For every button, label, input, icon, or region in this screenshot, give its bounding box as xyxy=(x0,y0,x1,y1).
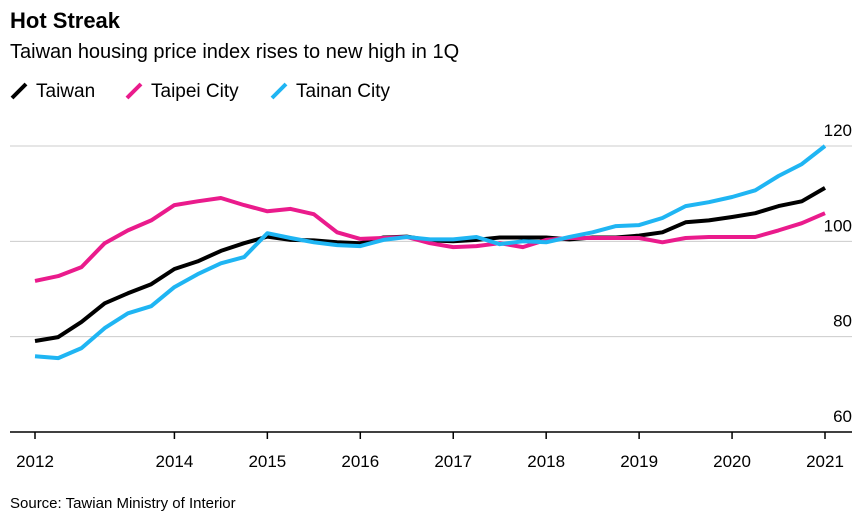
x-tick-label: 2012 xyxy=(16,452,54,471)
legend-swatch xyxy=(270,82,288,100)
x-tick-label: 2014 xyxy=(155,452,193,471)
legend-label: Tainan City xyxy=(296,81,390,102)
y-tick-label: 80 xyxy=(833,312,852,331)
y-tick-label: 60 xyxy=(833,407,852,426)
x-tick-label: 2019 xyxy=(620,452,658,471)
legend-label: Taiwan xyxy=(36,81,95,102)
y-tick-label: 100 xyxy=(824,216,852,235)
x-tick-label: 2016 xyxy=(341,452,379,471)
series-line xyxy=(34,144,827,361)
source: Source: Tawian Ministry of Interior xyxy=(10,495,236,512)
legend-label: Taipei City xyxy=(151,81,239,102)
series-line xyxy=(34,186,827,343)
x-tick-label: 2018 xyxy=(527,452,565,471)
x-tick-label: 2017 xyxy=(434,452,472,471)
x-tick-label: 2015 xyxy=(248,452,286,471)
x-tick-label: 2021 xyxy=(806,452,844,471)
legend-swatch xyxy=(10,82,28,100)
y-tick-label: 120 xyxy=(824,121,852,140)
x-tick-label: 2020 xyxy=(713,452,751,471)
chart-subtitle: Taiwan housing price index rises to new … xyxy=(10,41,459,63)
series-line xyxy=(34,196,826,283)
legend-swatch xyxy=(125,82,143,100)
chart-title: Hot Streak xyxy=(10,8,121,33)
